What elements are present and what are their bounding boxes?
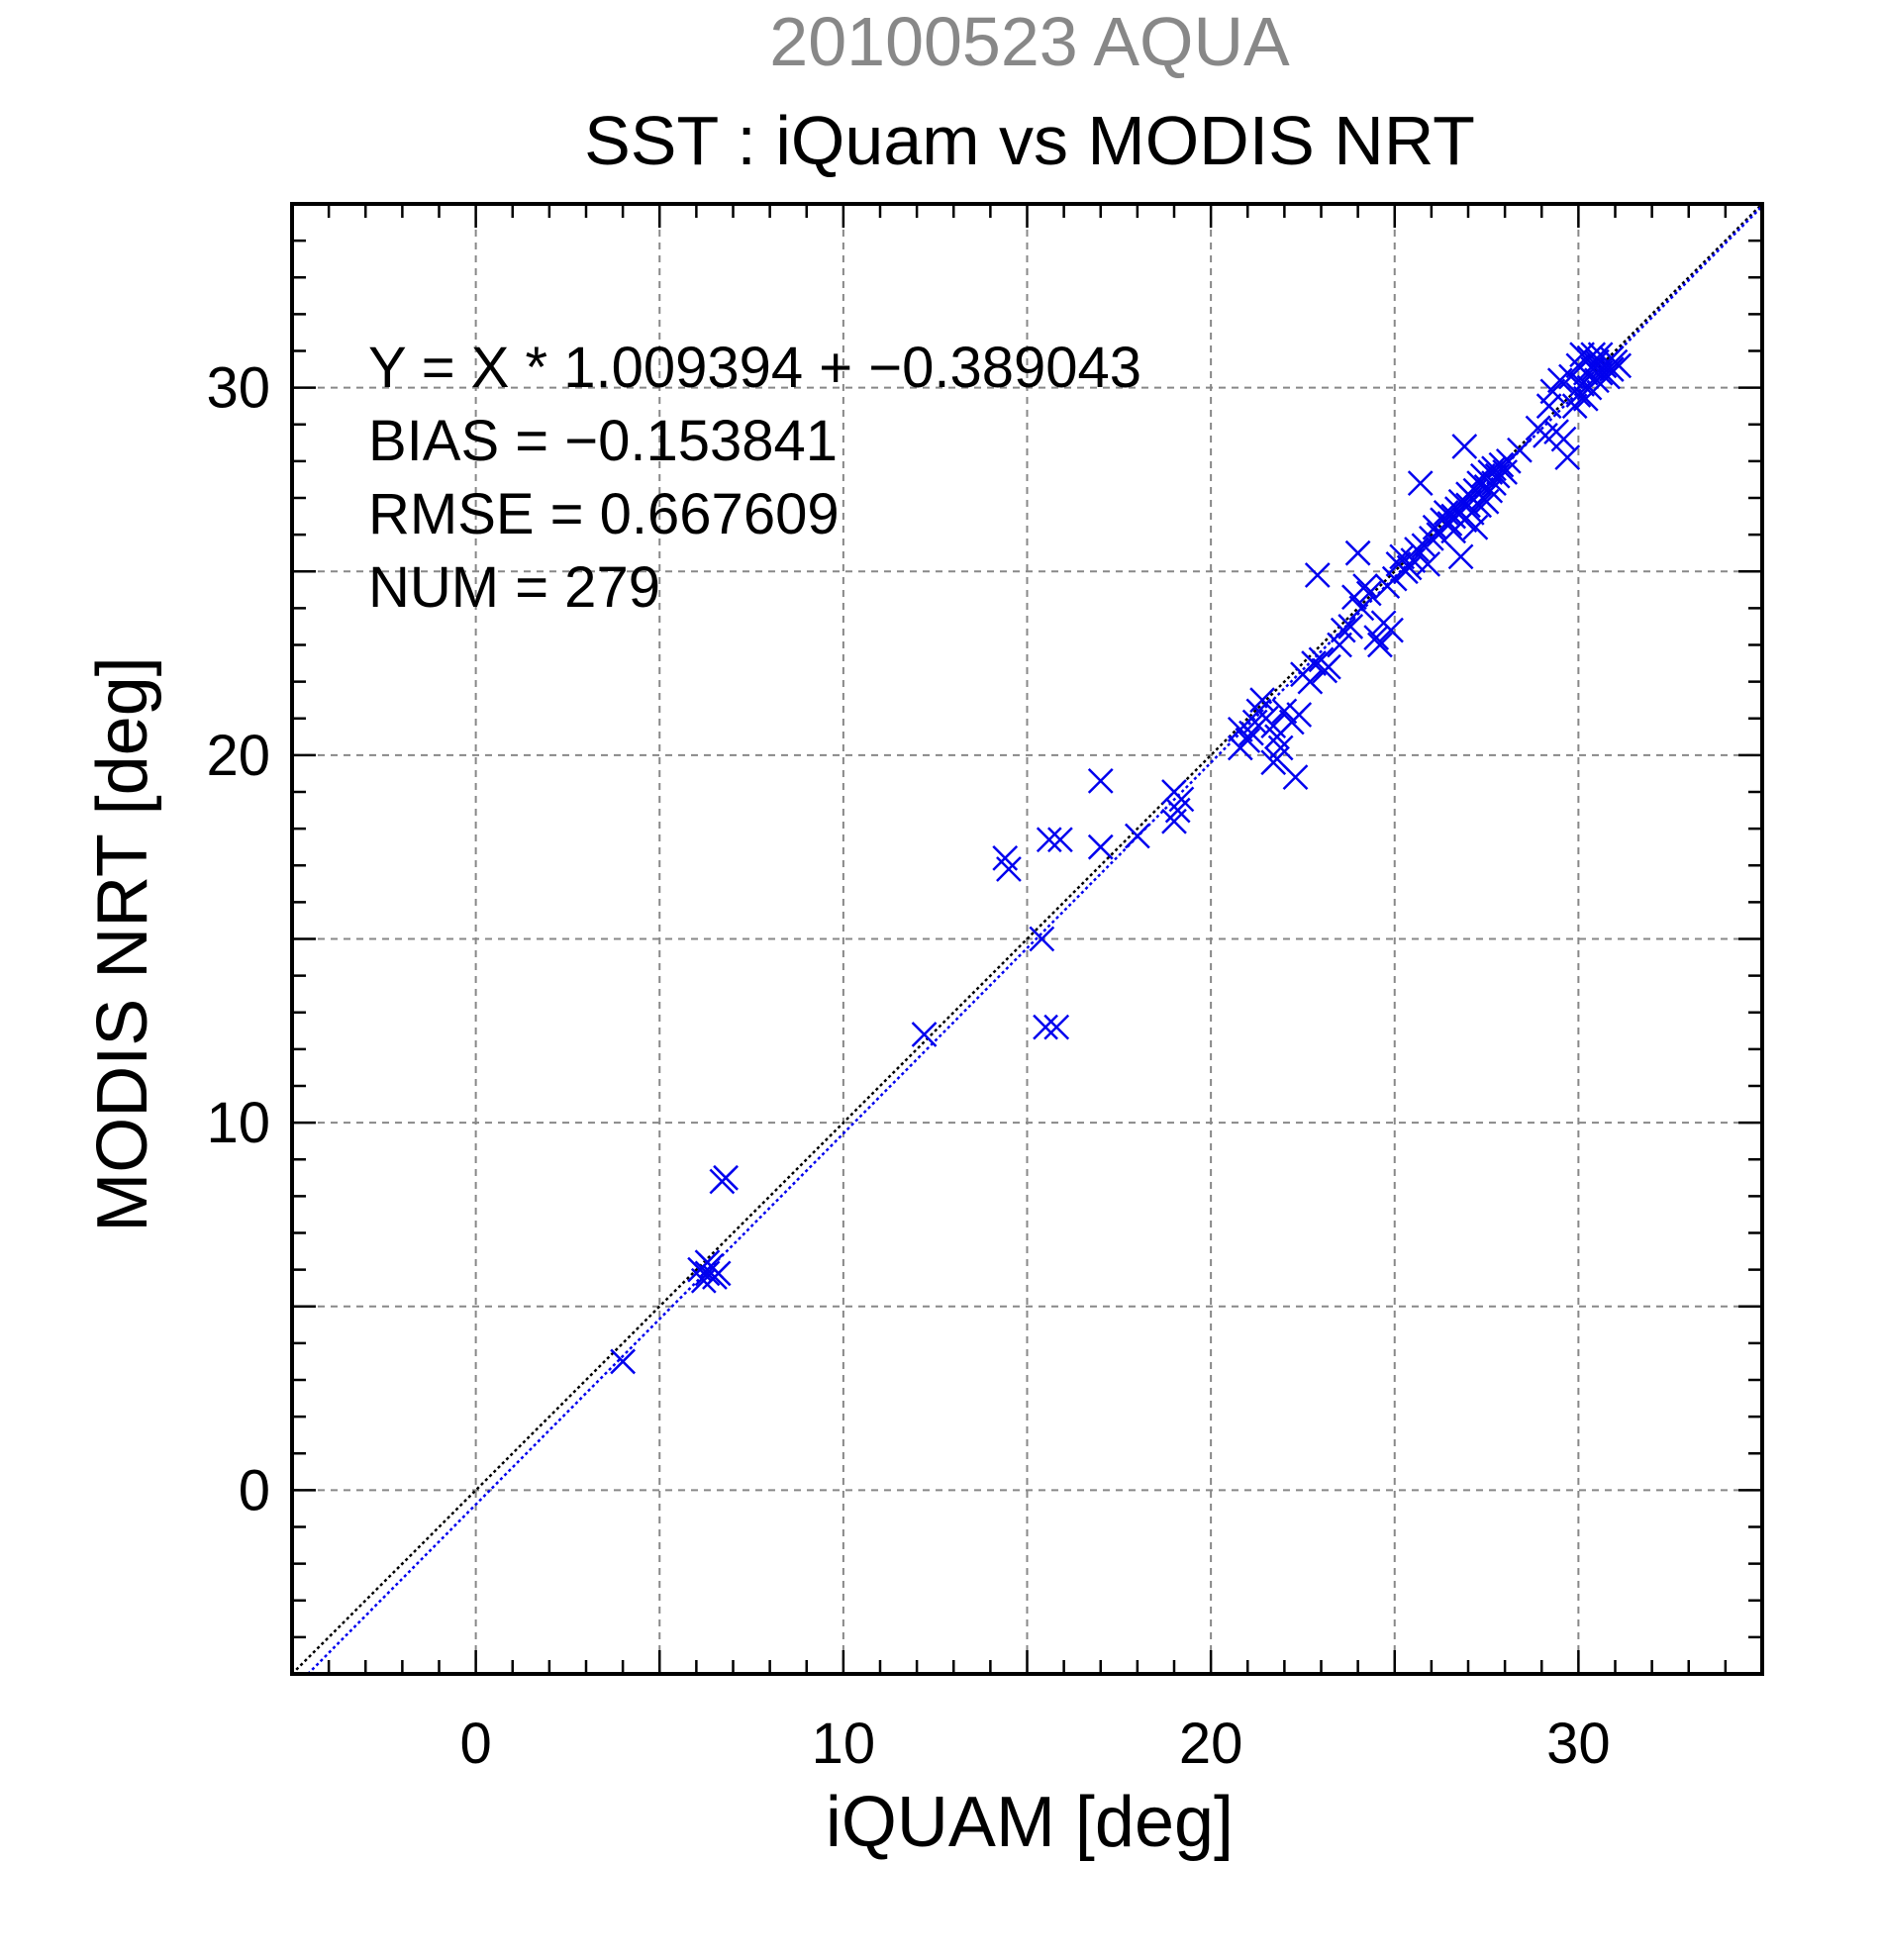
data-point [1033, 1014, 1058, 1040]
data-point [1327, 632, 1352, 658]
data-point [1355, 580, 1382, 607]
x-tick-label: 10 [812, 1712, 876, 1776]
y-tick-label: 30 [206, 356, 270, 421]
chart-supertitle: 20100523 AQUA [769, 3, 1290, 80]
data-point [1330, 617, 1356, 643]
data-point [1316, 653, 1341, 680]
data-point [1367, 632, 1393, 658]
minor-ticks [292, 204, 1762, 1674]
x-axis-label: iQUAM [deg] [825, 1783, 1235, 1862]
data-point [1378, 617, 1404, 643]
identity-line [291, 203, 1763, 1675]
data-point [1344, 539, 1371, 566]
plot-frame [290, 202, 1764, 1676]
data-point [1488, 451, 1515, 478]
data-point [694, 1260, 721, 1287]
data-point [1606, 352, 1633, 379]
data-point [694, 1249, 721, 1276]
y-tick-label: 0 [239, 1458, 270, 1522]
data-point [713, 1164, 739, 1191]
data-point [1304, 562, 1331, 588]
data-point [1124, 823, 1150, 849]
data-point [1415, 550, 1441, 577]
data-point [610, 1348, 637, 1375]
x-tick-label: 30 [1546, 1712, 1611, 1776]
data-point [1535, 393, 1562, 420]
data-point [1282, 764, 1309, 791]
data-point [911, 1022, 938, 1047]
data-point [1043, 1014, 1070, 1040]
x-tick-label: 0 [459, 1712, 491, 1776]
data-point [1404, 537, 1430, 562]
count-stat: NUM = 279 [368, 555, 660, 620]
y-tick-label: 10 [206, 1091, 270, 1155]
data-point [1550, 426, 1577, 452]
tick-labels: 0 10 20 30 0 10 20 30 [206, 356, 1610, 1776]
data-point [1598, 356, 1625, 382]
data-point [1352, 573, 1378, 599]
data-point [1462, 514, 1489, 540]
data-point [1087, 767, 1114, 794]
data-point [1554, 444, 1581, 471]
y-tick-label: 20 [206, 724, 270, 788]
data-point [1451, 434, 1478, 459]
data-point [1297, 668, 1324, 695]
regression-equation: Y = X * 1.009394 + −0.389043 [368, 336, 1142, 400]
data-point [1466, 492, 1493, 519]
data-points [610, 342, 1633, 1375]
data-point [1271, 698, 1298, 725]
data-point [1477, 477, 1504, 504]
chart-title: SST : iQuam vs MODIS NRT [584, 102, 1475, 179]
data-point [1507, 437, 1533, 463]
data-point [1235, 728, 1261, 753]
data-point [1029, 926, 1055, 952]
data-point [1337, 614, 1364, 639]
y-axis-label: MODIS NRT [deg] [83, 656, 162, 1232]
data-point [1260, 749, 1287, 776]
data-point [1447, 543, 1474, 570]
data-point [1286, 702, 1313, 728]
data-point [1348, 595, 1375, 622]
reference-lines [291, 203, 1763, 1675]
data-point [1036, 827, 1062, 853]
data-point [1301, 650, 1327, 676]
grid-lines [292, 204, 1762, 1674]
data-point [1087, 833, 1114, 860]
bias-stat: BIAS = −0.153841 [368, 409, 839, 473]
data-point [1161, 779, 1187, 805]
data-point [1363, 625, 1390, 650]
x-tick-label: 20 [1179, 1712, 1243, 1776]
data-point [1047, 827, 1073, 853]
rmse-stat: RMSE = 0.667609 [368, 482, 840, 546]
data-point [996, 856, 1022, 882]
data-point [1539, 378, 1566, 405]
data-point [1407, 470, 1434, 497]
data-point [1267, 735, 1294, 761]
